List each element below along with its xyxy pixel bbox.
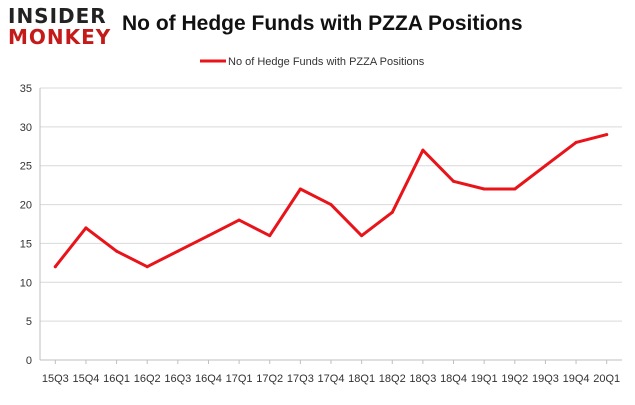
insider-monkey-logo: INSIDER MONKEY (8, 6, 116, 50)
data-point-15Q3 (53, 265, 57, 269)
x-tick-label-16Q1: 16Q1 (103, 373, 130, 385)
x-tick-label-19Q4: 19Q4 (563, 373, 590, 385)
y-tick-label-5: 5 (26, 316, 32, 328)
x-tick-label-16Q4: 16Q4 (195, 373, 222, 385)
data-point-19Q1 (482, 187, 486, 191)
data-point-18Q2 (390, 210, 394, 214)
y-tick-label-10: 10 (20, 277, 32, 289)
x-tick-label-19Q3: 19Q3 (532, 373, 559, 385)
x-tick-label-17Q1: 17Q1 (226, 373, 253, 385)
data-point-19Q2 (513, 187, 517, 191)
x-tick-label-16Q3: 16Q3 (164, 373, 191, 385)
x-tick-label-17Q2: 17Q2 (256, 373, 283, 385)
data-point-18Q3 (421, 148, 425, 152)
y-tick-label-25: 25 (20, 161, 32, 173)
data-point-20Q1 (605, 133, 609, 137)
x-tick-label-18Q2: 18Q2 (379, 373, 406, 385)
data-point-19Q4 (574, 140, 578, 144)
axes (39, 88, 622, 364)
data-point-18Q4 (452, 179, 456, 183)
data-point-17Q2 (268, 234, 272, 238)
y-tick-label-20: 20 (20, 200, 32, 212)
data-point-16Q4 (206, 234, 210, 238)
y-tick-label-35: 35 (20, 83, 32, 95)
logo-line-2: MONKEY (8, 25, 112, 49)
y-tick-label-15: 15 (20, 238, 32, 250)
x-tick-label-19Q1: 19Q1 (471, 373, 498, 385)
series-layer (53, 133, 609, 269)
data-point-19Q3 (543, 164, 547, 168)
data-point-17Q3 (298, 187, 302, 191)
data-point-15Q4 (84, 226, 88, 230)
data-point-16Q1 (115, 249, 119, 253)
data-point-17Q4 (329, 203, 333, 207)
y-tick-label-0: 0 (26, 355, 32, 367)
x-tick-label-18Q1: 18Q1 (348, 373, 375, 385)
y-axis-tick-labels: 0 5 10 15 20 25 30 35 (20, 83, 32, 367)
x-tick-label-15Q4: 15Q4 (72, 373, 99, 385)
x-tick-label-20Q1: 20Q1 (593, 373, 620, 385)
legend: No of Hedge Funds with PZZA Positions (200, 56, 425, 68)
data-point-16Q2 (145, 265, 149, 269)
chart-title: No of Hedge Funds with PZZA Positions (122, 12, 523, 35)
x-tick-label-15Q3: 15Q3 (42, 373, 69, 385)
x-tick-label-18Q3: 18Q3 (409, 373, 436, 385)
data-point-18Q1 (360, 234, 364, 238)
series-line-0 (53, 133, 609, 269)
x-tick-label-19Q2: 19Q2 (501, 373, 528, 385)
legend-label: No of Hedge Funds with PZZA Positions (228, 56, 425, 68)
logo-line-1: INSIDER (8, 4, 107, 28)
x-tick-label-18Q4: 18Q4 (440, 373, 467, 385)
x-tick-label-16Q2: 16Q2 (134, 373, 161, 385)
x-tick-label-17Q4: 17Q4 (318, 373, 345, 385)
y-tick-label-30: 30 (20, 122, 32, 134)
x-tick-label-17Q3: 17Q3 (287, 373, 314, 385)
data-point-17Q1 (237, 218, 241, 222)
x-axis-tick-labels: 15Q3 15Q4 16Q1 16Q2 16Q3 16Q4 17Q1 17Q2 17Q3 17Q4… (42, 373, 620, 385)
data-point-16Q3 (176, 249, 180, 253)
